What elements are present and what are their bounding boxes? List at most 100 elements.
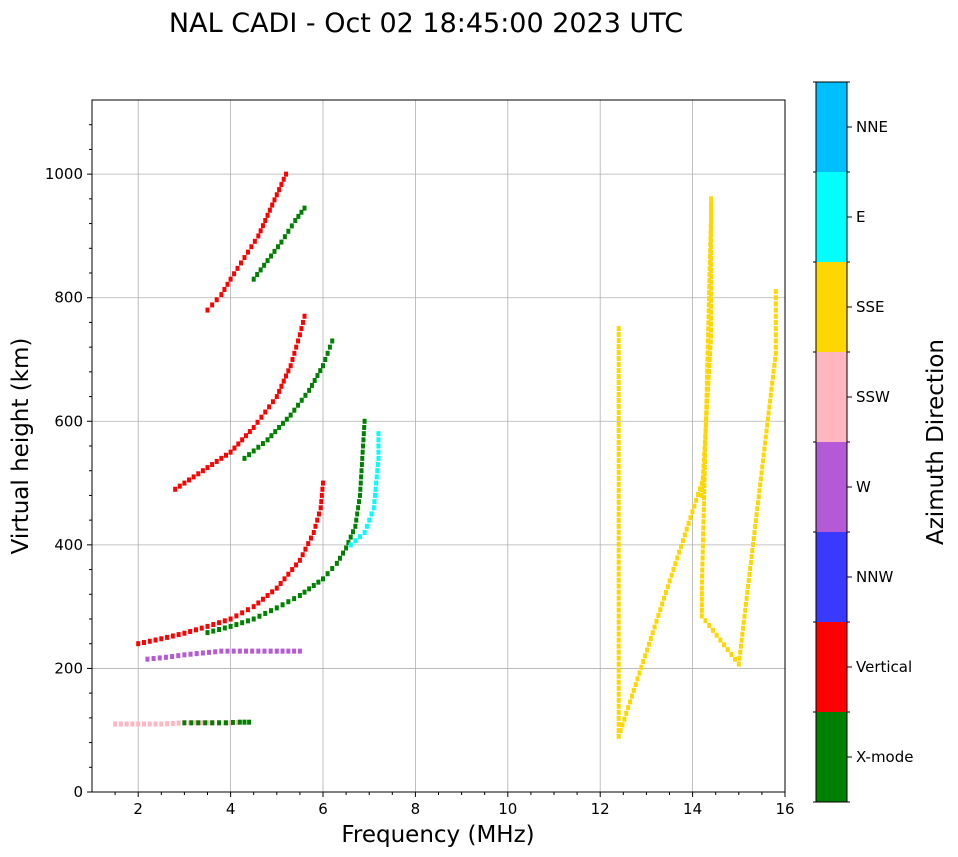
data-point bbox=[358, 480, 363, 486]
data-point bbox=[257, 613, 262, 619]
data-point bbox=[700, 561, 705, 567]
data-point bbox=[707, 260, 712, 266]
data-point bbox=[700, 487, 705, 493]
colorbar-label: Azimuth Direction bbox=[923, 339, 949, 545]
data-point bbox=[302, 313, 307, 319]
data-point bbox=[213, 649, 218, 655]
data-point bbox=[188, 629, 193, 635]
data-point bbox=[344, 545, 349, 551]
data-point bbox=[242, 455, 247, 461]
data-point bbox=[255, 272, 260, 278]
data-point bbox=[200, 650, 205, 656]
data-point bbox=[660, 601, 665, 607]
data-point bbox=[741, 625, 746, 631]
data-point bbox=[238, 260, 243, 266]
data-point bbox=[699, 579, 704, 585]
data-point bbox=[738, 649, 743, 655]
data-point bbox=[707, 266, 712, 272]
data-point bbox=[219, 292, 224, 298]
data-point bbox=[321, 363, 325, 369]
data-point bbox=[182, 480, 187, 486]
data-point bbox=[210, 302, 215, 308]
data-point bbox=[296, 402, 301, 408]
data-point bbox=[704, 416, 709, 422]
colorbar-tick-label: E bbox=[856, 208, 865, 226]
chart-title: NAL CADI - Oct 02 18:45:00 2023 UTC bbox=[169, 8, 683, 39]
data-point bbox=[738, 643, 743, 649]
data-point bbox=[211, 622, 216, 628]
data-point bbox=[267, 207, 272, 213]
data-point bbox=[367, 517, 372, 523]
data-point bbox=[616, 374, 621, 380]
data-point bbox=[616, 535, 621, 541]
data-point bbox=[371, 505, 376, 511]
data-point bbox=[773, 356, 778, 362]
data-point bbox=[299, 209, 304, 215]
colorbar-segment bbox=[816, 442, 847, 532]
plot-frame bbox=[91, 99, 786, 793]
data-point bbox=[684, 526, 689, 532]
data-point bbox=[742, 613, 747, 619]
data-point bbox=[701, 513, 706, 519]
data-point bbox=[706, 302, 711, 308]
data-point bbox=[300, 319, 305, 325]
data-point bbox=[748, 560, 753, 566]
data-point bbox=[376, 455, 381, 461]
data-point bbox=[308, 535, 313, 541]
data-point bbox=[358, 486, 363, 492]
data-point bbox=[313, 523, 318, 529]
data-point bbox=[281, 176, 286, 182]
data-point bbox=[686, 520, 691, 526]
data-point bbox=[269, 253, 274, 259]
data-point bbox=[706, 326, 711, 332]
data-point bbox=[267, 404, 272, 410]
data-point bbox=[236, 441, 241, 447]
data-point bbox=[765, 422, 770, 428]
data-point bbox=[354, 517, 359, 523]
data-point bbox=[357, 534, 362, 540]
data-point bbox=[210, 462, 215, 468]
data-point bbox=[289, 223, 294, 229]
data-point bbox=[320, 486, 325, 492]
data-point bbox=[708, 241, 713, 247]
data-point bbox=[706, 308, 711, 314]
data-point bbox=[151, 656, 156, 662]
data-point bbox=[228, 720, 233, 726]
data-point bbox=[282, 234, 287, 240]
data-point bbox=[637, 670, 642, 676]
data-point bbox=[682, 532, 687, 538]
data-point bbox=[274, 605, 279, 611]
data-point bbox=[753, 524, 758, 530]
y-tick-label: 1000 bbox=[45, 165, 83, 183]
data-point bbox=[258, 267, 263, 273]
data-point bbox=[708, 345, 713, 351]
data-point bbox=[182, 720, 187, 726]
data-point bbox=[240, 437, 245, 443]
data-point bbox=[708, 351, 713, 357]
data-point bbox=[247, 452, 252, 458]
data-point bbox=[707, 290, 712, 296]
data-point bbox=[263, 610, 268, 616]
data-point bbox=[616, 571, 621, 577]
data-point bbox=[709, 303, 714, 309]
data-point bbox=[702, 489, 707, 495]
data-point bbox=[773, 295, 778, 301]
data-point bbox=[176, 653, 181, 659]
data-point bbox=[773, 338, 778, 344]
data-point bbox=[629, 693, 634, 699]
colorbar-tick-label: X-mode bbox=[856, 748, 913, 766]
data-point bbox=[319, 492, 324, 498]
data-point bbox=[704, 404, 709, 410]
colorbar-tick-label: SSW bbox=[856, 388, 890, 406]
data-point bbox=[733, 656, 738, 662]
data-point bbox=[702, 495, 707, 501]
data-point bbox=[748, 565, 753, 571]
data-point bbox=[231, 648, 236, 654]
data-point bbox=[374, 480, 379, 486]
data-series bbox=[113, 171, 778, 739]
data-point bbox=[205, 720, 210, 726]
data-point bbox=[768, 398, 773, 404]
data-point bbox=[703, 434, 708, 440]
data-point bbox=[616, 667, 621, 673]
